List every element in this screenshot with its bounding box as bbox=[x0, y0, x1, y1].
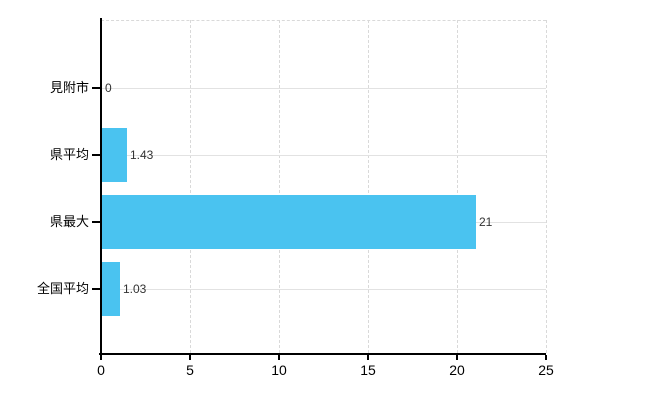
category-label-2: 県平均 bbox=[49, 147, 89, 162]
x-tick-label: 0 bbox=[97, 362, 105, 378]
horizontal-gridline bbox=[101, 155, 546, 156]
x-tick-label: 15 bbox=[360, 362, 376, 378]
x-axis-tick bbox=[278, 355, 280, 360]
vertical-gridline bbox=[190, 20, 191, 353]
x-tick-label: 25 bbox=[538, 362, 554, 378]
category-label-1: 見附市 bbox=[49, 80, 89, 95]
x-axis-tick bbox=[100, 355, 102, 360]
y-axis-tick bbox=[92, 288, 100, 290]
vertical-gridline bbox=[546, 20, 547, 353]
category-label-3: 県最大 bbox=[49, 214, 89, 229]
vertical-gridline bbox=[279, 20, 280, 353]
x-axis-line bbox=[99, 353, 546, 355]
vertical-gridline bbox=[368, 20, 369, 353]
x-axis-tick bbox=[545, 355, 547, 360]
x-axis-tick bbox=[456, 355, 458, 360]
category-label-4: 全国平均 bbox=[36, 281, 89, 296]
horizontal-gridline bbox=[101, 88, 546, 89]
bar-value-label: 21 bbox=[479, 215, 493, 229]
y-axis-tick bbox=[92, 154, 100, 156]
x-tick-label: 5 bbox=[186, 362, 194, 378]
horizontal-gridline bbox=[101, 289, 546, 290]
bar-2[interactable] bbox=[102, 128, 127, 182]
y-axis-tick bbox=[92, 221, 100, 223]
x-tick-label: 20 bbox=[449, 362, 465, 378]
x-tick-label: 10 bbox=[271, 362, 287, 378]
x-axis-tick bbox=[189, 355, 191, 360]
bar-4[interactable] bbox=[102, 262, 120, 316]
bar-value-label: 1.43 bbox=[130, 148, 154, 162]
plot-top-border bbox=[101, 20, 546, 21]
x-axis-tick bbox=[367, 355, 369, 360]
y-axis-line bbox=[100, 18, 102, 355]
bar-value-label: 0 bbox=[105, 81, 112, 95]
vertical-gridline bbox=[457, 20, 458, 353]
y-axis-tick bbox=[92, 87, 100, 89]
bar-3[interactable] bbox=[102, 195, 476, 249]
bar-value-label: 1.03 bbox=[123, 282, 147, 296]
